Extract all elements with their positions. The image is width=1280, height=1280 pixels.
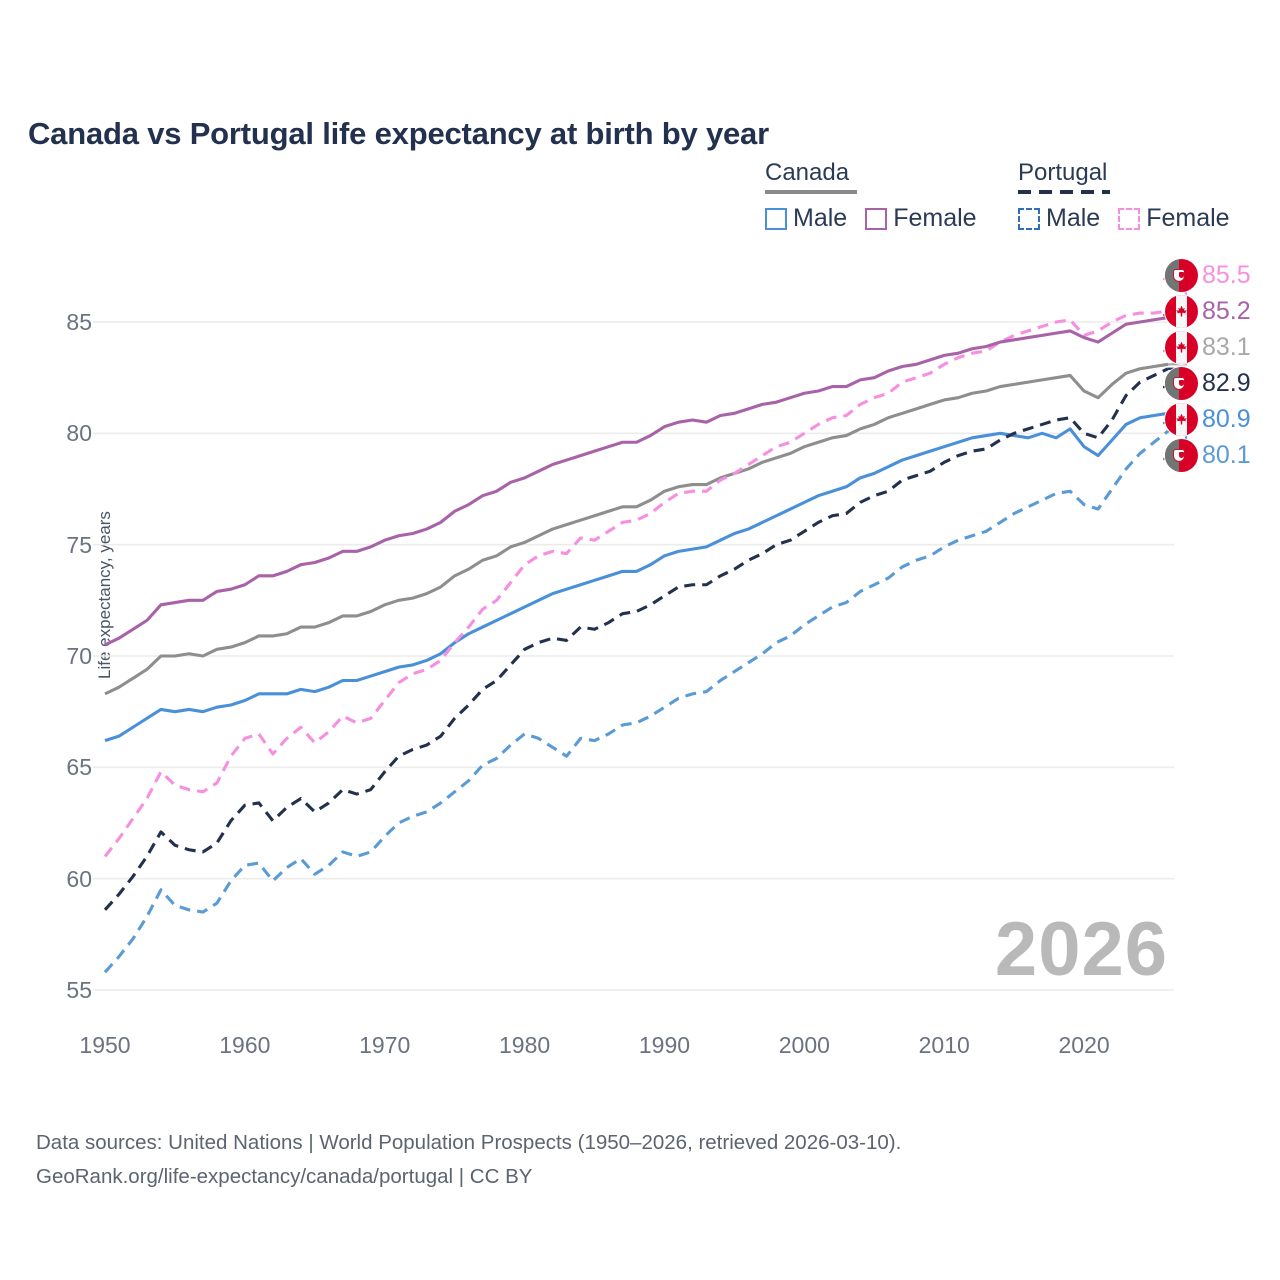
page-title: Canada vs Portugal life expectancy at bi… [28, 115, 769, 151]
chart-legend: Canada Male Female Portugal Male [760, 160, 1260, 245]
end-label-value: 85.5 [1202, 260, 1251, 289]
y-tick-85: 85 [66, 309, 92, 335]
chart-footer: Data sources: United Nations | World Pop… [36, 1126, 901, 1194]
x-tick-2020: 2020 [1058, 1032, 1110, 1058]
canada-flag-icon [1165, 294, 1198, 328]
legend-swatch-portugal-male [1018, 207, 1040, 230]
legend-label-portugal-female: Female [1146, 204, 1230, 232]
legend-rule-canada [765, 190, 857, 194]
year-watermark: 2026 [994, 907, 1168, 992]
legend-label-portugal-male: Male [1046, 204, 1101, 232]
legend-group-canada-label: Canada [765, 159, 850, 186]
legend-item-portugal-female[interactable]: Female [1118, 204, 1230, 233]
x-tick-1990: 1990 [638, 1032, 691, 1058]
portugal-flag-icon [1165, 366, 1198, 400]
series-line-canada-female [104, 316, 1169, 647]
x-tick-1960: 1960 [219, 1032, 271, 1058]
legend-item-portugal-male[interactable]: Male [1018, 204, 1100, 233]
y-tick-55: 55 [66, 977, 92, 1003]
end-label-value: 85.2 [1202, 296, 1251, 325]
portugal-flag-icon [1165, 258, 1198, 292]
x-tick-2000: 2000 [778, 1032, 830, 1058]
portugal-flag-icon [1165, 438, 1198, 472]
legend-swatch-canada-female [865, 207, 888, 230]
canada-flag-icon [1165, 402, 1198, 436]
end-label-row: 80.1 [1165, 438, 1251, 472]
series-line-canada-male [104, 411, 1169, 743]
legend-rule-portugal [1018, 190, 1110, 194]
legend-group-portugal: Portugal Male Female [1018, 160, 1230, 233]
series-line-canada-total [104, 362, 1169, 696]
end-label-row: 82.9 [1165, 366, 1251, 400]
footer-source-line: Data sources: United Nations | World Pop… [36, 1131, 902, 1154]
legend-swatch-canada-male [765, 207, 787, 230]
x-tick-1950: 1950 [79, 1032, 131, 1058]
end-label-row: 83.1 [1165, 330, 1251, 364]
end-label-value: 80.9 [1202, 404, 1251, 433]
end-label-row: 85.2 [1165, 294, 1251, 328]
y-tick-60: 60 [66, 865, 92, 892]
end-label-row: 80.9 [1165, 402, 1251, 436]
legend-item-canada-female[interactable]: Female [865, 204, 977, 233]
y-tick-65: 65 [66, 754, 92, 781]
series-line-portugal-male [103, 429, 1169, 974]
end-label-row: 85.5 [1165, 258, 1251, 292]
end-label-value: 80.1 [1202, 440, 1251, 469]
legend-item-canada-male[interactable]: Male [765, 204, 847, 233]
y-axis-title: Life expectancy, years [95, 511, 114, 679]
end-label-value: 83.1 [1202, 332, 1251, 361]
x-tick-1980: 1980 [499, 1032, 551, 1058]
y-tick-70: 70 [66, 643, 92, 669]
series-line-portugal-total [103, 367, 1169, 911]
series-line-portugal-female [103, 309, 1169, 858]
legend-group-canada: Canada Male Female [765, 160, 977, 233]
legend-swatch-portugal-female [1118, 207, 1141, 230]
x-tick-2010: 2010 [918, 1032, 970, 1058]
y-tick-75: 75 [66, 531, 92, 558]
footer-attribution-line[interactable]: GeoRank.org/life-expectancy/canada/portu… [36, 1165, 533, 1188]
canada-flag-icon [1165, 330, 1198, 364]
end-label-value: 82.9 [1202, 368, 1251, 397]
y-axis-ticks: 55 60 65 70 75 80 85 [30, 0, 92, 1280]
legend-label-canada-male: Male [793, 204, 848, 232]
x-tick-1970: 1970 [359, 1032, 411, 1058]
legend-group-portugal-label: Portugal [1018, 159, 1108, 186]
legend-label-canada-female: Female [893, 204, 977, 232]
y-tick-80: 80 [66, 420, 92, 447]
